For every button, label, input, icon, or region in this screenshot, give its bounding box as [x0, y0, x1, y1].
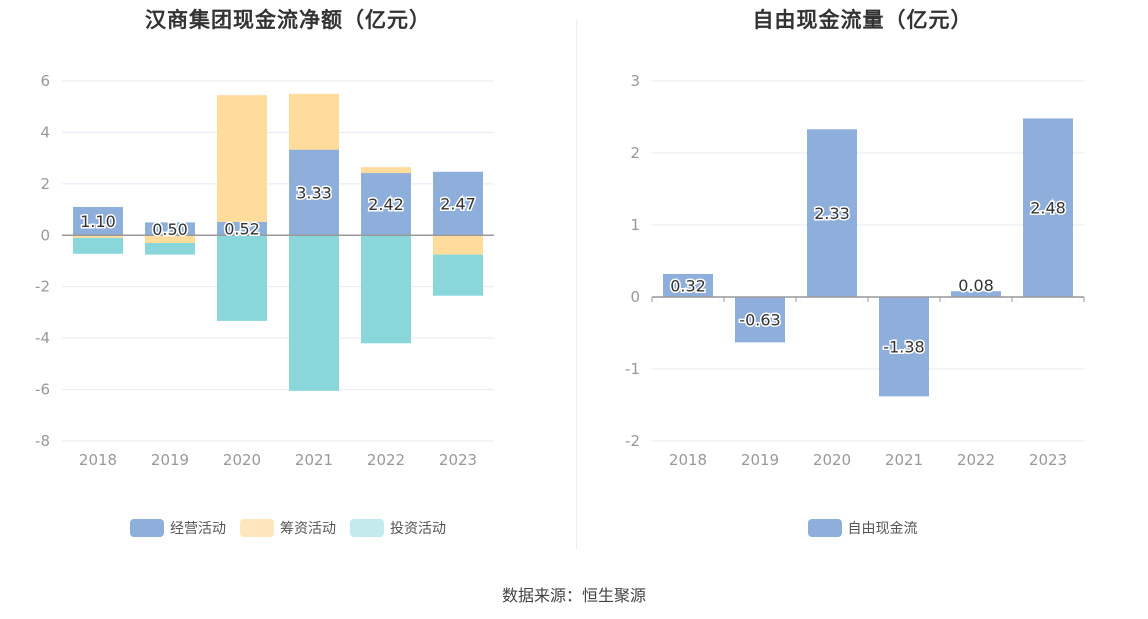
- legend-swatch: [350, 519, 384, 537]
- y-tick-label: -8: [35, 432, 50, 450]
- bar-investing: [289, 235, 339, 391]
- legend-item[interactable]: 筹资活动: [240, 518, 336, 538]
- y-tick-label: 0: [630, 288, 640, 306]
- y-tick-label: 4: [40, 123, 50, 141]
- data-label: -0.63: [739, 311, 780, 330]
- y-tick-label: 0: [40, 226, 50, 244]
- data-label: 0.50: [152, 220, 188, 239]
- chart-title-net-cash-flow: 汉商集团现金流净额（亿元）: [145, 8, 431, 32]
- legend-free-cash-flow: 自由现金流: [577, 518, 1148, 538]
- bar-investing: [217, 235, 267, 321]
- data-label: 0.52: [224, 220, 260, 239]
- bar-financing: [289, 93, 339, 150]
- bar-financing: [73, 235, 123, 238]
- y-tick-label: -2: [625, 432, 640, 450]
- bar-operating: [663, 273, 713, 297]
- data-label: -1.38: [883, 338, 924, 357]
- legend-swatch: [807, 519, 842, 537]
- data-label: 1.10: [80, 212, 116, 231]
- y-tick-label: 1: [630, 216, 640, 234]
- x-tick-label: 2022: [367, 451, 405, 469]
- legend-label: 经营活动: [170, 521, 226, 537]
- y-tick-label: 3: [630, 72, 640, 90]
- bar-financing: [433, 235, 483, 255]
- bar-financing: [361, 167, 411, 174]
- y-tick-label: -2: [35, 278, 50, 296]
- x-tick-label: 2023: [1029, 451, 1067, 469]
- bar-operating: [879, 297, 929, 397]
- y-tick-label: 6: [40, 72, 50, 90]
- bar-operating: [361, 173, 411, 236]
- y-tick-label: 2: [40, 175, 50, 193]
- bar-operating: [951, 291, 1001, 297]
- free-cash-flow-plot: -2 -1 0 1 2 3 2018 2019 2020 2021 2022 2023 0.32 -0.6…: [625, 72, 1085, 469]
- legend-label: 筹资活动: [280, 521, 336, 537]
- chart-title-free-cash-flow: 自由现金流量（亿元）: [752, 8, 973, 32]
- legend-label: 投资活动: [390, 521, 446, 537]
- x-tick-label: 2021: [295, 451, 333, 469]
- x-tick-label: 2022: [957, 451, 995, 469]
- bar-operating: [433, 171, 483, 236]
- data-label: 2.42: [368, 195, 404, 214]
- bar-investing: [433, 254, 483, 296]
- bar-operating: [145, 222, 195, 236]
- bar-financing: [145, 235, 195, 243]
- x-tick-label: 2019: [741, 451, 779, 469]
- bar-investing: [145, 243, 195, 255]
- legend-item[interactable]: 自由现金流: [807, 518, 918, 538]
- data-label: 2.47: [440, 195, 476, 214]
- bar-investing: [361, 235, 411, 344]
- net-cash-flow-plot: -8 -6 -4 -2 0 2 4 6 2018 2019 2020 2021 2022 2023 1.10…: [35, 72, 494, 469]
- x-tick-label: 2018: [79, 451, 117, 469]
- panel-divider: [576, 20, 577, 550]
- bar-investing: [73, 237, 123, 254]
- bar-operating: [73, 207, 123, 236]
- data-label: 2.33: [814, 204, 850, 223]
- bar-operating: [807, 129, 857, 297]
- data-label: 0.32: [670, 276, 706, 295]
- data-label: 2.48: [1030, 199, 1066, 218]
- legend-swatch: [130, 519, 164, 537]
- x-tick-label: 2020: [223, 451, 261, 469]
- x-tick-label: 2019: [151, 451, 189, 469]
- bar-operating: [289, 149, 339, 236]
- x-tick-label: 2023: [439, 451, 477, 469]
- bar-operating: [217, 221, 267, 236]
- net-cash-flow-chart: 汉商集团现金流净额（亿元） -8 -6 -4 -2 0 2 4 6 2018 2019 2020 20…: [0, 0, 576, 560]
- data-source: 数据来源：恒生聚源: [501, 586, 646, 605]
- data-label: 3.33: [296, 183, 332, 202]
- y-tick-label: -6: [35, 381, 50, 399]
- legend-swatch: [240, 519, 274, 537]
- free-cash-flow-chart: 自由现金流量（亿元） -2 -1 0 1 2 3 2018 2019 2020 2021 2022 2…: [577, 0, 1148, 560]
- legend-item[interactable]: 投资活动: [350, 518, 446, 538]
- legend-item[interactable]: 经营活动: [130, 518, 226, 538]
- y-tick-label: -1: [625, 360, 640, 378]
- legend-net-cash-flow: 经营活动 筹资活动 投资活动: [0, 518, 576, 538]
- x-tick-label: 2018: [669, 451, 707, 469]
- x-tick-label: 2021: [885, 451, 923, 469]
- x-tick-label: 2020: [813, 451, 851, 469]
- bar-operating: [1023, 118, 1073, 297]
- bar-financing: [217, 95, 267, 222]
- data-label: 0.08: [958, 276, 994, 295]
- legend-label: 自由现金流: [847, 521, 918, 537]
- y-tick-label: 2: [630, 144, 640, 162]
- bar-operating: [735, 297, 785, 343]
- y-tick-label: -4: [35, 329, 50, 347]
